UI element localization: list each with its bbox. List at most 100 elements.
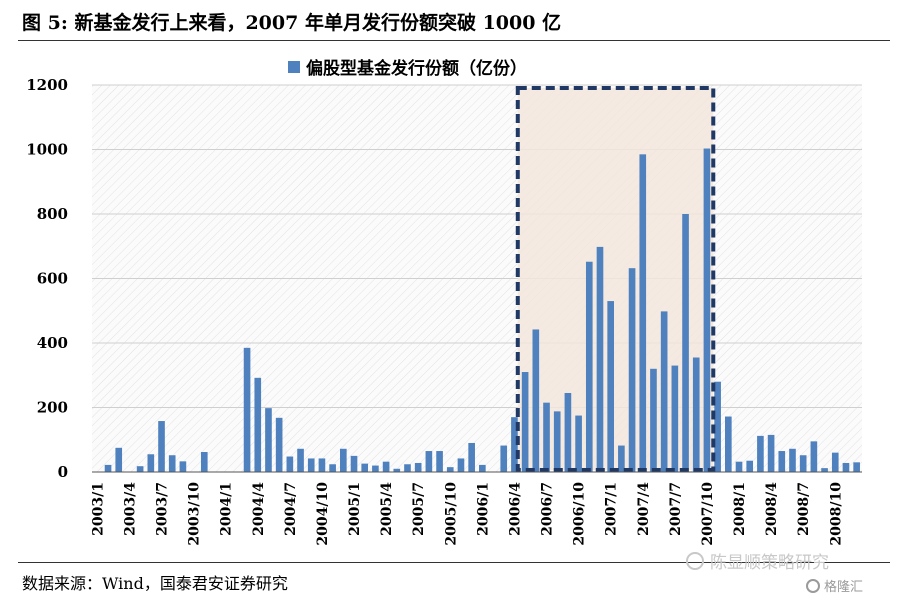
x-tick-label: 2005/4	[379, 482, 395, 536]
bar	[286, 456, 294, 472]
legend-label: 偏股型基金发行份额（亿份）	[306, 58, 527, 79]
x-tick-label: 2005/7	[411, 482, 427, 536]
bar	[671, 365, 679, 472]
bar	[168, 455, 176, 472]
bar	[382, 461, 390, 472]
bar	[725, 416, 732, 472]
x-tick-label: 2005/10	[443, 482, 459, 546]
gridlines	[92, 84, 862, 408]
bar	[147, 454, 155, 472]
bar	[660, 311, 668, 472]
logo-icon	[806, 578, 820, 593]
bar	[682, 214, 689, 472]
x-tick-label: 2008/1	[732, 482, 748, 536]
bar	[596, 246, 604, 472]
bar	[575, 415, 582, 472]
bar	[639, 154, 647, 472]
bar	[532, 329, 540, 472]
bar	[511, 417, 518, 472]
bar	[821, 468, 828, 472]
bar	[457, 458, 465, 472]
x-tick-label: 2006/1	[475, 482, 491, 536]
highlight-region	[517, 88, 714, 470]
bar	[585, 261, 593, 472]
bar	[831, 452, 839, 472]
x-tick-label: 2003/7	[155, 482, 171, 536]
bar	[746, 460, 754, 472]
y-tick-label: 600	[37, 270, 68, 288]
y-tick-label: 1200	[26, 76, 68, 94]
bar	[799, 455, 807, 472]
x-tick-label: 2007/4	[636, 482, 652, 536]
bar	[115, 447, 123, 472]
figure-title: 图 5: 新基金发行上来看，2007 年单月发行份额突破 1000 亿	[22, 12, 562, 34]
bar	[853, 462, 860, 472]
watermark-text: 陈显顺策略研究	[710, 553, 829, 573]
bar-chart: 0 200 400 600 800 1000 1200 2003/1 2003/4 2003/7…	[26, 58, 862, 546]
x-tick-label: 2005/1	[347, 482, 363, 536]
y-axis-ticks: 0 200 400 600 800 1000 1200	[26, 76, 68, 481]
bar	[468, 442, 475, 472]
x-tick-label: 2007/10	[700, 482, 716, 546]
bar	[735, 461, 743, 472]
x-tick-label: 2008/10	[828, 482, 844, 546]
source-note: 数据来源：Wind，国泰君安证券研究	[22, 574, 288, 593]
y-tick-label: 1000	[26, 141, 68, 159]
x-tick-label: 2007/1	[604, 482, 620, 536]
bar	[329, 464, 336, 472]
bar	[607, 301, 614, 472]
x-tick-label: 2004/1	[219, 482, 235, 536]
bar	[372, 465, 379, 472]
bar	[692, 357, 700, 472]
bar	[703, 148, 711, 472]
bar	[361, 463, 369, 472]
title-rule	[18, 40, 890, 41]
bar	[254, 377, 262, 472]
bar	[628, 268, 636, 472]
bar	[265, 408, 272, 472]
bar	[136, 466, 144, 472]
x-tick-label: 2003/10	[187, 482, 203, 546]
x-tick-label: 2004/7	[283, 482, 299, 536]
bar	[318, 458, 326, 472]
y-tick-label: 400	[37, 334, 68, 352]
bar	[446, 467, 454, 472]
bar	[307, 458, 315, 472]
bar	[179, 461, 187, 472]
bar	[297, 448, 304, 472]
bar	[425, 451, 433, 472]
bar	[275, 417, 283, 472]
x-tick-label: 2004/4	[251, 482, 267, 536]
x-tick-label: 2008/4	[764, 482, 780, 536]
bar	[714, 381, 721, 472]
legend-swatch	[288, 61, 300, 73]
y-tick-label: 200	[37, 399, 68, 417]
bar	[414, 462, 422, 472]
bar	[564, 392, 572, 472]
x-tick-label: 2003/4	[122, 482, 138, 536]
bar	[200, 452, 208, 472]
bar	[810, 441, 818, 472]
bar	[778, 451, 786, 472]
legend: 偏股型基金发行份额（亿份）	[288, 58, 527, 79]
bottom-rule	[18, 562, 890, 563]
bar	[543, 402, 550, 472]
bar	[104, 464, 112, 472]
y-tick-label: 0	[58, 463, 68, 481]
bar	[789, 448, 796, 472]
x-tick-label: 2007/7	[668, 482, 684, 536]
x-tick-label: 2008/7	[796, 482, 812, 536]
bar	[243, 347, 251, 472]
bar	[757, 435, 764, 472]
bar	[618, 445, 625, 472]
bar	[350, 455, 358, 472]
bar	[650, 368, 657, 472]
bar	[500, 445, 508, 472]
bar	[479, 464, 486, 472]
x-tick-label: 2006/10	[572, 482, 588, 546]
bar	[436, 451, 443, 472]
bar	[521, 372, 529, 472]
bars	[104, 148, 860, 472]
bar	[553, 411, 561, 472]
bar	[767, 434, 775, 472]
